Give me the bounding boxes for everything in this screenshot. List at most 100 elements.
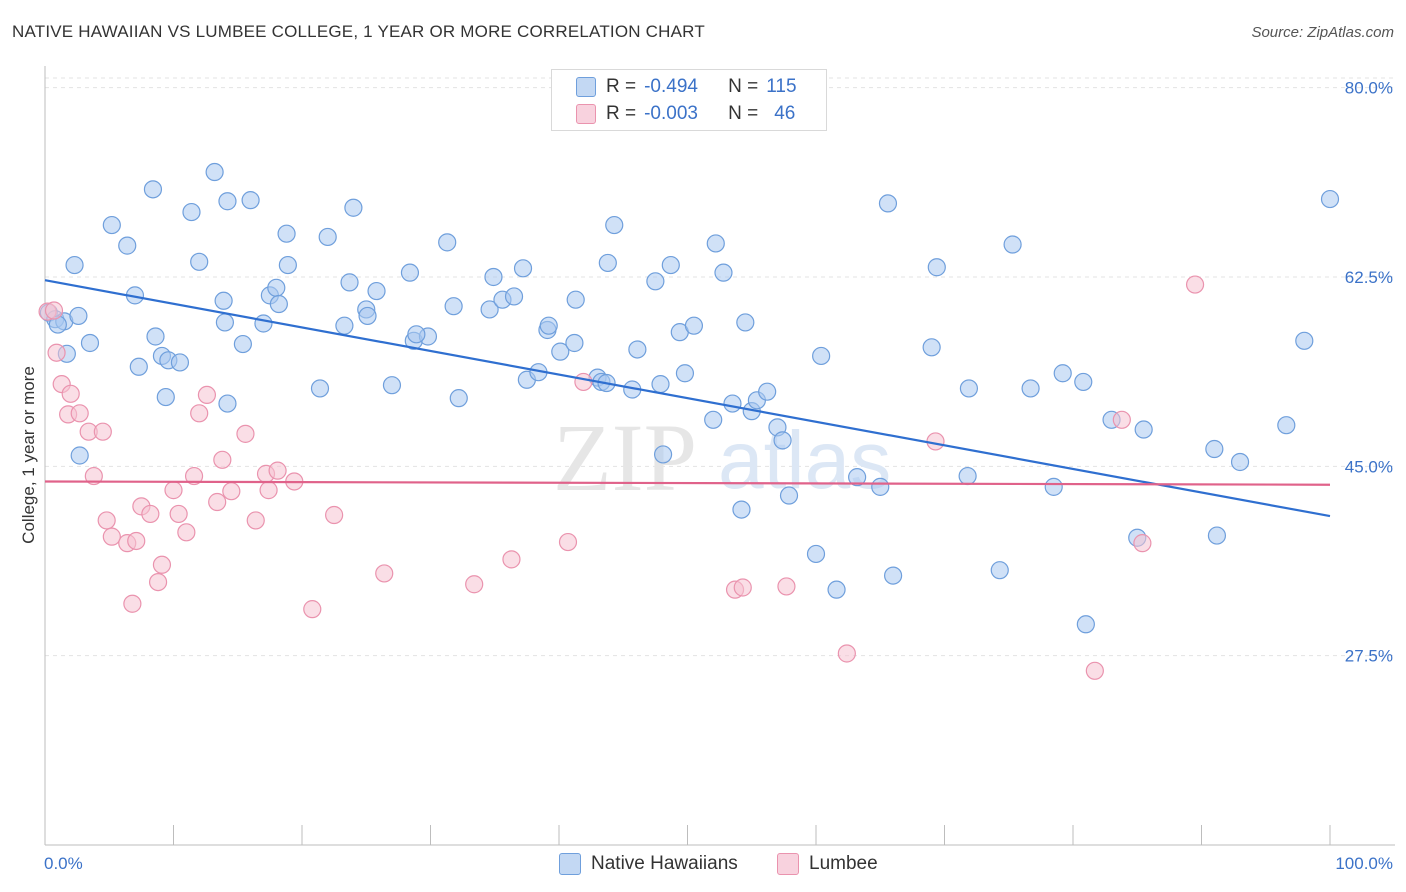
point-native-hawaiians — [1207, 526, 1227, 545]
legend-swatch-blue — [576, 77, 596, 97]
point-native-hawaiians — [646, 272, 665, 291]
point-native-hawaiians — [1320, 189, 1340, 209]
point-native-hawaiians — [170, 353, 190, 372]
point-native-hawaiians — [958, 466, 977, 486]
label-layer: 27.5% 45.0% 62.5% 80.0% 0.0% 100.0% College, 1… — [19, 79, 1393, 873]
point-native-hawaiians — [1295, 331, 1314, 350]
point-native-hawaiians — [539, 316, 558, 335]
point-lumbee — [84, 466, 103, 486]
y-axis-label: College, 1 year or more — [19, 366, 38, 544]
trend-layer — [44, 279, 1331, 518]
point-native-hawaiians — [129, 357, 148, 376]
point-native-hawaiians — [927, 258, 946, 277]
x-tick-label-max: 100.0% — [1335, 854, 1393, 873]
point-lumbee — [222, 482, 241, 501]
point-layer — [38, 162, 1340, 680]
point-native-hawaiians — [1003, 235, 1022, 254]
point-native-hawaiians — [340, 273, 359, 292]
point-lumbee — [61, 384, 80, 403]
chart-title: NATIVE HAWAIIAN VS LUMBEE COLLEGE, 1 YEA… — [12, 22, 705, 41]
point-native-hawaiians — [318, 227, 337, 247]
point-lumbee — [127, 531, 146, 551]
bottom-legend-lumbee: Lumbee — [777, 850, 878, 878]
point-lumbee — [777, 577, 796, 596]
point-native-hawaiians — [513, 259, 533, 278]
point-native-hawaiians — [1230, 452, 1250, 472]
point-native-hawaiians — [277, 224, 296, 243]
point-native-hawaiians — [806, 544, 826, 564]
legend-r-label: R = — [606, 76, 637, 97]
point-native-hawaiians — [959, 379, 979, 398]
point-native-hawaiians — [358, 306, 377, 326]
point-native-hawaiians — [504, 287, 524, 306]
point-native-hawaiians — [714, 263, 733, 282]
point-lumbee — [375, 564, 394, 583]
point-native-hawaiians — [182, 202, 201, 222]
y-tick-label: 45.0% — [1345, 457, 1393, 476]
point-native-hawaiians — [267, 278, 286, 297]
point-native-hawaiians — [566, 290, 585, 309]
point-native-hawaiians — [215, 313, 234, 332]
point-lumbee — [502, 550, 521, 569]
axis-layer — [44, 66, 1395, 846]
point-lumbee — [208, 492, 227, 512]
point-native-hawaiians — [407, 325, 426, 344]
point-native-hawaiians — [565, 333, 584, 353]
point-lumbee — [97, 511, 116, 530]
point-native-hawaiians — [218, 192, 237, 211]
point-native-hawaiians — [812, 346, 831, 366]
point-lumbee — [325, 505, 344, 525]
point-native-hawaiians — [80, 333, 100, 353]
point-native-hawaiians — [848, 468, 867, 487]
point-lumbee — [926, 432, 945, 451]
point-lumbee — [1185, 275, 1205, 294]
point-lumbee — [93, 422, 112, 441]
point-native-hawaiians — [269, 294, 288, 314]
trend-line-native-hawaiians — [44, 279, 1331, 518]
point-native-hawaiians — [758, 382, 777, 401]
point-native-hawaiians — [382, 376, 402, 395]
point-native-hawaiians — [871, 477, 890, 496]
point-native-hawaiians — [661, 255, 680, 275]
point-native-hawaiians — [444, 297, 463, 316]
point-native-hawaiians — [449, 389, 468, 408]
bottom-legend-label: Lumbee — [809, 853, 878, 874]
point-native-hawaiians — [605, 215, 624, 235]
point-lumbee — [236, 424, 255, 443]
point-native-hawaiians — [1053, 364, 1072, 383]
point-native-hawaiians — [310, 379, 330, 398]
point-lumbee — [558, 532, 578, 552]
watermark-zip: ZIP — [553, 404, 697, 511]
point-lumbee — [141, 504, 160, 524]
point-native-hawaiians — [922, 338, 941, 357]
point-lumbee — [246, 511, 265, 530]
point-lumbee — [164, 481, 183, 500]
point-native-hawaiians — [704, 410, 723, 429]
point-lumbee — [177, 523, 196, 542]
point-lumbee — [465, 575, 484, 594]
point-lumbee — [70, 404, 89, 423]
point-native-hawaiians — [878, 194, 898, 213]
point-native-hawaiians — [779, 486, 799, 505]
point-native-hawaiians — [69, 306, 88, 326]
legend-n-label: N = — [728, 103, 759, 124]
point-native-hawaiians — [773, 431, 792, 450]
point-lumbee — [123, 594, 142, 613]
point-native-hawaiians — [598, 253, 617, 273]
y-tick-label: 80.0% — [1345, 79, 1393, 98]
bottom-legend-swatch-pink — [777, 853, 799, 875]
legend-r-label: R = — [606, 103, 637, 124]
point-lumbee — [47, 343, 66, 362]
point-native-hawaiians — [367, 281, 386, 301]
bottom-legend-label: Native Hawaiians — [591, 853, 738, 874]
trend-line-lumbee — [44, 480, 1331, 486]
grid-layer — [45, 77, 1395, 657]
point-lumbee — [268, 461, 287, 480]
point-lumbee — [148, 572, 168, 592]
point-native-hawaiians — [254, 314, 273, 333]
point-lumbee — [184, 466, 204, 486]
point-lumbee — [44, 301, 64, 320]
point-native-hawaiians — [706, 234, 725, 253]
point-native-hawaiians — [883, 566, 903, 585]
